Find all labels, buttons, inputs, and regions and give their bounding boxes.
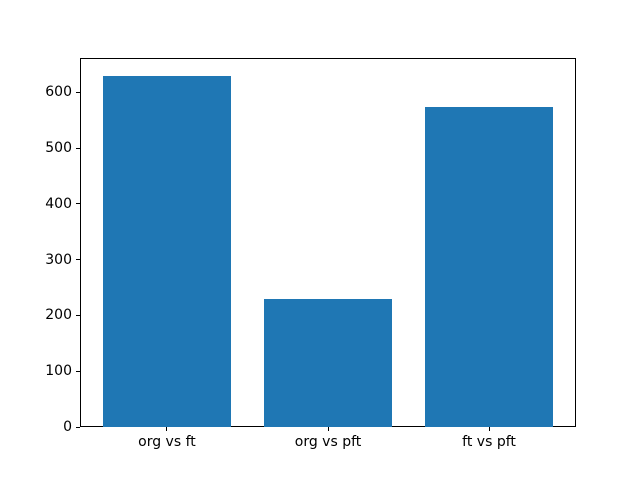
bar-org-vs-pft [263, 298, 393, 427]
y-tick-label: 0 [63, 419, 72, 435]
y-tick-mark [76, 91, 80, 93]
x-tick-label: org vs ft [138, 434, 196, 450]
y-tick-mark [76, 314, 80, 316]
y-tick-mark [76, 203, 80, 205]
x-tick-mark [166, 427, 168, 431]
y-tick-label: 300 [45, 251, 72, 268]
bar-ft-vs-pft [424, 106, 554, 427]
y-tick-label: 500 [45, 140, 72, 157]
y-tick-mark [76, 370, 80, 372]
x-tick-label: ft vs pft [462, 434, 516, 450]
x-tick-mark [488, 427, 490, 431]
y-tick-mark [76, 147, 80, 149]
y-tick-label: 200 [45, 307, 72, 324]
y-tick-label: 400 [45, 195, 72, 212]
y-tick-label: 100 [45, 363, 72, 380]
x-tick-mark [327, 427, 329, 431]
y-tick-mark [76, 259, 80, 261]
plot-area: org vs ft org vs pft ft vs pft 0 100 200 300 40… [45, 58, 576, 449]
y-tick-mark [76, 426, 80, 428]
x-tick-label: org vs pft [294, 434, 362, 450]
bar-org-vs-ft [102, 75, 232, 427]
y-tick-label: 600 [45, 84, 72, 101]
